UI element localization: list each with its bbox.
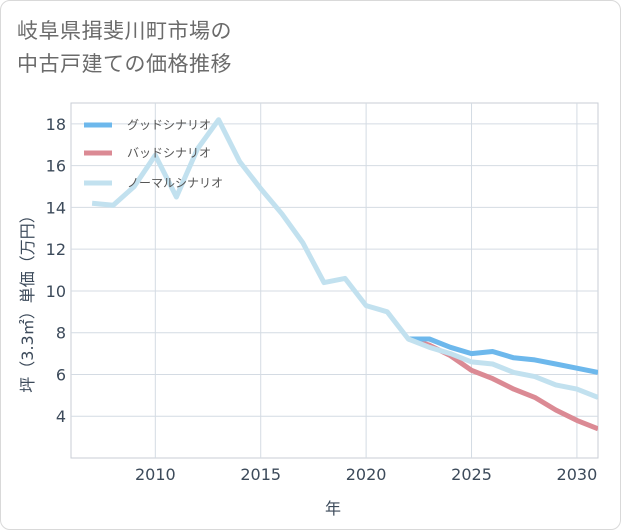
legend-label: バッドシナリオ [127, 146, 211, 160]
series-line-2 [91, 117, 598, 400]
x-axis-label: 年 [325, 499, 341, 518]
y-tick-label: 6 [56, 365, 66, 384]
chart-title: 岐阜県揖斐川町市場の 中古戸建ての価格推移 [17, 15, 232, 81]
y-axis-label: 坪（3.3㎡）単価（万円） [18, 207, 37, 392]
legend-label: ノーマルシナリオ [127, 176, 223, 190]
y-tick-label: 12 [46, 240, 66, 259]
legend-label: グッドシナリオ [127, 118, 211, 132]
y-tick-label: 4 [56, 407, 66, 426]
x-tick-label: 2020 [346, 465, 387, 484]
y-tick-labels: 4 6 8 10 12 14 16 18 [46, 115, 66, 426]
y-tick-label: 10 [46, 282, 66, 301]
chart-title-line-2: 中古戸建ての価格推移 [17, 52, 232, 76]
y-tick-label: 18 [46, 115, 66, 134]
chart-title-line-1: 岐阜県揖斐川町市場の [17, 19, 232, 43]
y-tick-label: 16 [46, 157, 66, 176]
grid-lines [71, 103, 598, 458]
series-line-0 [408, 336, 598, 375]
x-tick-label: 2025 [451, 465, 492, 484]
y-tick-label: 14 [46, 198, 66, 217]
x-tick-label: 2010 [135, 465, 176, 484]
x-tick-label: 2015 [240, 465, 281, 484]
x-tick-labels: 2010 2015 2020 2025 2030 [135, 465, 597, 484]
x-tick-label: 2030 [557, 465, 598, 484]
y-tick-label: 8 [56, 324, 66, 343]
series-lines [91, 117, 598, 432]
